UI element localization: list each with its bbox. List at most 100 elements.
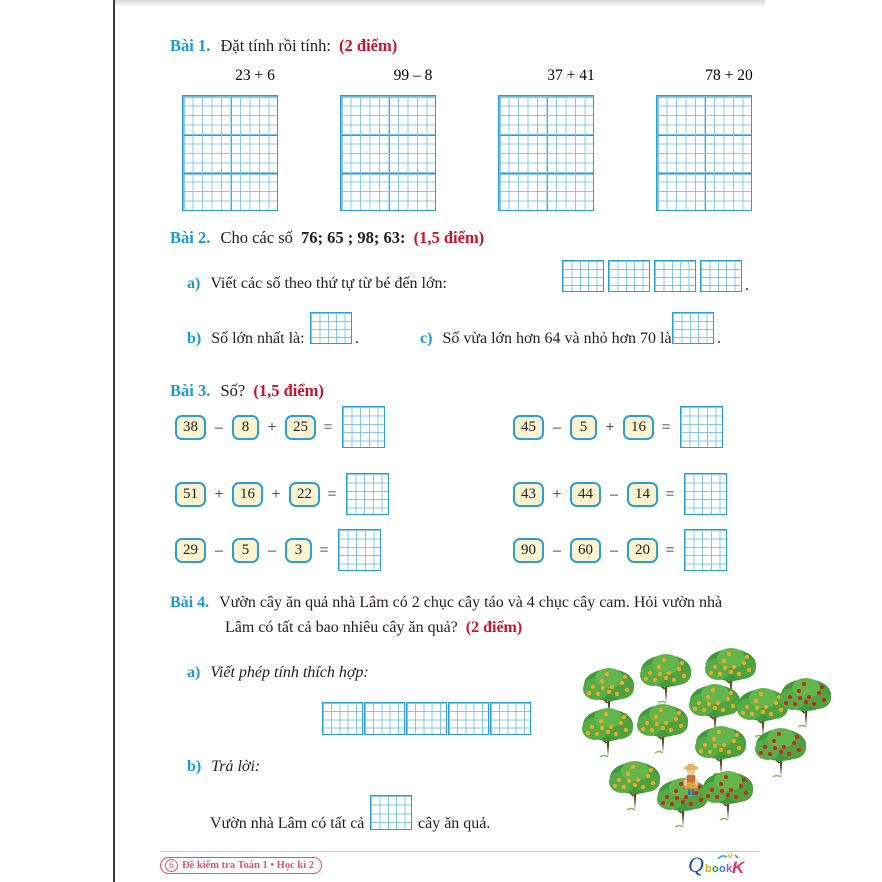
exercise-2-c-box[interactable] <box>672 312 714 344</box>
term-pill[interactable]: 51 <box>175 482 206 507</box>
term-pill[interactable]: 29 <box>175 538 206 563</box>
answer-graph-grid-4[interactable] <box>656 95 752 211</box>
exercise-2-a-box-4[interactable] <box>700 260 742 292</box>
part4-a-letter: a) <box>187 664 201 681</box>
exercise-4-label: Bài 4. <box>170 594 210 611</box>
part4-b-text: Trả lời: <box>211 758 261 775</box>
term-pill[interactable]: 43 <box>513 482 544 507</box>
term-pill[interactable]: 20 <box>627 538 658 563</box>
qbooks-logo: Q b o o k K <box>688 851 750 877</box>
exercise-2-numbers: 76; 65 ; 98; 63: <box>301 228 406 247</box>
exercise-4-a-box-1[interactable] <box>322 702 363 735</box>
exercise-2-a-box-3[interactable] <box>654 260 696 292</box>
exercise-3-points: (1,5 điểm) <box>253 381 324 400</box>
exercise-2-part-b: b) Số lớn nhất là: <box>187 330 305 348</box>
exercise-4-answer-box[interactable] <box>370 795 412 830</box>
page-spine-edge <box>113 0 115 882</box>
exercise-4-line2: Lâm có tất cả bao nhiêu cây ăn quả? <box>225 619 458 636</box>
footer-page-number: 6 <box>165 859 178 872</box>
answer-graph-grid-3[interactable] <box>498 95 594 211</box>
operator-symbol: + <box>552 485 562 503</box>
exercise-2-a-box-2[interactable] <box>608 260 650 292</box>
exercise-4-part-a: a) Viết phép tính thích hợp: <box>187 664 369 682</box>
equals-symbol: = <box>327 485 337 503</box>
term-pill[interactable]: 38 <box>175 415 206 440</box>
term-pill[interactable]: 25 <box>285 415 316 440</box>
exercise-2-part-c: c) Số vừa lớn hơn 64 và nhỏ hơn 70 là: <box>420 330 676 348</box>
operator-symbol: + <box>267 418 277 436</box>
part-b-letter: b) <box>187 330 202 347</box>
part-c-letter: c) <box>420 330 433 347</box>
exercise-4-part-b: b) Trả lời: <box>187 758 260 776</box>
term-pill[interactable]: 8 <box>232 415 259 440</box>
exercise-1-points: (2 điểm) <box>339 36 398 55</box>
problem-1-text: 23 + 6 <box>235 67 275 84</box>
problem-3-text: 37 + 41 <box>547 67 595 84</box>
exercise-1-prompt: Đặt tính rồi tính: <box>220 36 331 55</box>
equation-answer-box[interactable] <box>680 406 723 448</box>
svg-text:o: o <box>712 863 719 875</box>
exercise-3-heading: Bài 3. Số? (1,5 điểm) <box>170 381 324 401</box>
part-a-text: Viết các số theo thứ tự từ bé đến lớn: <box>210 275 447 292</box>
operator-symbol: + <box>271 485 281 503</box>
equation-answer-box[interactable] <box>684 529 727 571</box>
exercise-2-a-box-1[interactable] <box>562 260 604 292</box>
part-a-period: . <box>745 277 749 294</box>
term-pill[interactable]: 3 <box>285 538 312 563</box>
problem-4-text: 78 + 20 <box>705 67 753 84</box>
part-c-text: Số vừa lớn hơn 64 và nhỏ hơn 70 là: <box>442 330 677 347</box>
term-pill[interactable]: 22 <box>289 482 320 507</box>
problem-1-expression: 23 + 6 <box>185 67 325 85</box>
exercise-4-a-box-3[interactable] <box>406 702 447 735</box>
exercise-4-a-box-2[interactable] <box>364 702 405 735</box>
equation-answer-box[interactable] <box>684 473 727 515</box>
problem-4-expression: 78 + 20 <box>659 67 799 85</box>
term-pill[interactable]: 5 <box>232 538 259 563</box>
exercise-4-answer-suffix: cây ăn quả. <box>418 815 491 832</box>
part-b-text: Số lớn nhất là: <box>211 330 305 347</box>
term-pill[interactable]: 16 <box>623 415 654 440</box>
problem-2-expression: 99 – 8 <box>343 67 483 85</box>
operator-symbol: – <box>610 485 618 503</box>
term-pill[interactable]: 5 <box>570 415 597 440</box>
part-a-letter: a) <box>187 275 201 292</box>
term-pill[interactable]: 14 <box>627 482 658 507</box>
operator-symbol: – <box>553 541 561 559</box>
exercise-3-label: Bài 3. <box>170 381 211 400</box>
operator-symbol: – <box>610 541 618 559</box>
exercise-4-heading-line2: Lâm có tất cả bao nhiêu cây ăn quả? (2 đ… <box>225 619 522 637</box>
answer-graph-grid-1[interactable] <box>182 95 278 211</box>
problem-3-expression: 37 + 41 <box>501 67 641 85</box>
exercise-2-b-box[interactable] <box>310 312 352 344</box>
term-pill[interactable]: 45 <box>513 415 544 440</box>
term-pill[interactable]: 60 <box>570 538 601 563</box>
footer-badge: 6 Đề kiểm tra Toán 1 • Học kì 2 <box>160 857 323 874</box>
operator-symbol: + <box>605 418 615 436</box>
exercise-2-prompt: Cho các số <box>220 228 293 247</box>
part-c-period: . <box>717 330 721 347</box>
svg-text:k: k <box>726 863 733 875</box>
problem-2-text: 99 – 8 <box>393 67 433 84</box>
equals-symbol: = <box>665 541 675 559</box>
exercise-4-line1: Vườn cây ăn quả nhà Lâm có 2 chục cây tá… <box>219 594 723 611</box>
equation-answer-box[interactable] <box>342 406 385 448</box>
answer-graph-grid-2[interactable] <box>340 95 436 211</box>
svg-text:Q: Q <box>688 852 704 877</box>
term-pill[interactable]: 44 <box>570 482 601 507</box>
exercise-4-a-box-4[interactable] <box>448 702 489 735</box>
exercise-4-points: (2 điểm) <box>465 619 523 636</box>
scan-top-shadow <box>115 0 765 7</box>
footer-divider <box>160 851 760 852</box>
equals-symbol: = <box>665 485 675 503</box>
equation-answer-box[interactable] <box>338 529 381 571</box>
term-pill[interactable]: 16 <box>232 482 263 507</box>
svg-text:b: b <box>705 863 712 875</box>
exercise-1-label: Bài 1. <box>170 36 211 55</box>
operator-symbol: – <box>215 541 223 559</box>
exercise-2-heading: Bài 2. Cho các số 76; 65 ; 98; 63: (1,5 … <box>170 228 484 248</box>
exercise-4-a-box-5[interactable] <box>490 702 531 735</box>
equation-answer-box[interactable] <box>346 473 389 515</box>
exercise-3-prompt: Số? <box>220 381 246 400</box>
operator-symbol: – <box>553 418 561 436</box>
term-pill[interactable]: 90 <box>513 538 544 563</box>
